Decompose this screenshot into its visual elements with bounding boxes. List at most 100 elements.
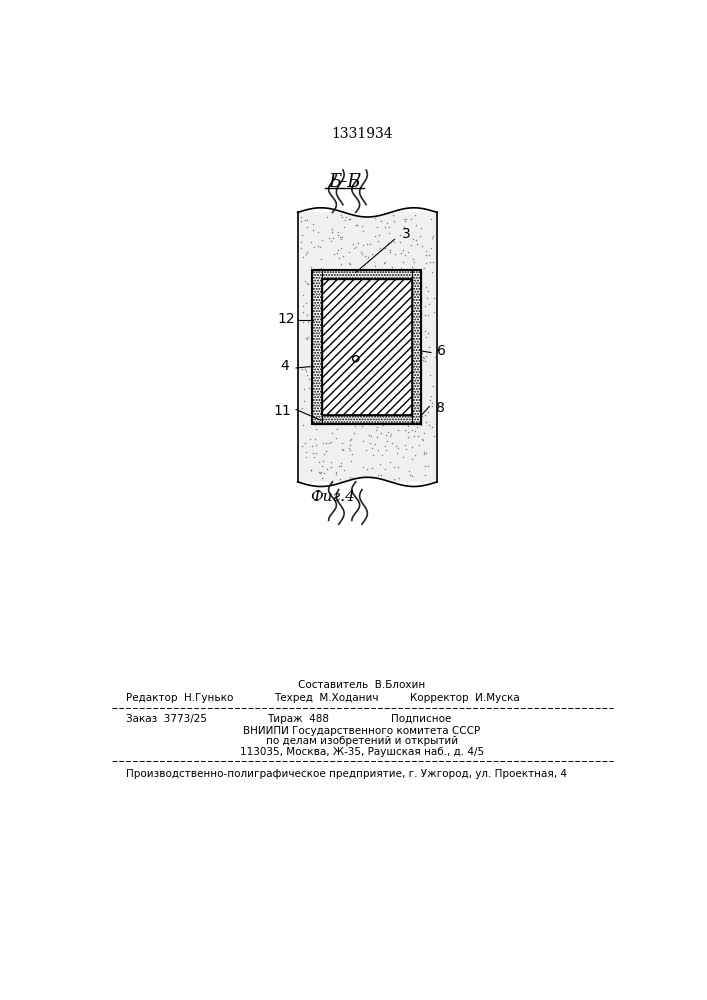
Point: [395, 355, 406, 371]
Point: [418, 350, 429, 366]
Point: [364, 435, 375, 451]
Point: [331, 464, 342, 480]
Point: [327, 425, 338, 441]
Point: [337, 435, 348, 451]
Point: [409, 261, 420, 277]
Point: [370, 422, 382, 438]
Point: [410, 296, 421, 312]
Point: [342, 342, 354, 358]
Point: [335, 231, 346, 247]
Point: [399, 348, 411, 364]
Point: [351, 217, 362, 233]
Point: [417, 349, 428, 365]
Point: [310, 421, 321, 437]
Point: [313, 394, 325, 410]
Point: [368, 363, 380, 379]
Point: [325, 459, 337, 475]
Point: [369, 228, 380, 244]
Point: [406, 302, 417, 318]
Point: [325, 277, 337, 293]
Point: [310, 437, 322, 453]
Point: [370, 351, 382, 367]
Point: [308, 404, 320, 420]
Point: [358, 337, 370, 353]
Point: [402, 334, 414, 350]
Point: [391, 323, 402, 339]
Point: [421, 348, 432, 364]
Point: [361, 442, 372, 458]
Point: [310, 299, 322, 315]
Point: [413, 368, 424, 384]
Point: [409, 318, 421, 334]
Point: [336, 240, 347, 256]
Point: [340, 416, 351, 432]
Point: [426, 230, 438, 246]
Point: [303, 380, 314, 396]
Point: [428, 378, 439, 394]
Point: [371, 429, 382, 445]
Point: [363, 366, 374, 382]
Point: [421, 255, 432, 271]
Point: [369, 282, 380, 298]
Point: [403, 463, 414, 479]
Point: [343, 275, 354, 291]
Point: [354, 395, 366, 411]
Point: [334, 458, 345, 474]
Point: [363, 427, 375, 443]
Point: [353, 299, 364, 315]
Point: [344, 440, 355, 456]
Point: [337, 441, 348, 457]
Point: [350, 291, 361, 307]
Point: [419, 298, 431, 314]
Point: [402, 407, 413, 423]
Point: [400, 352, 411, 368]
Point: [391, 445, 402, 461]
Text: 12: 12: [277, 312, 295, 326]
Point: [302, 275, 313, 291]
Point: [356, 208, 368, 224]
Point: [315, 239, 326, 255]
Point: [388, 471, 399, 487]
Point: [341, 370, 352, 386]
Point: [315, 295, 327, 311]
Point: [412, 428, 423, 444]
Point: [382, 433, 393, 449]
Point: [426, 264, 437, 280]
Point: [380, 286, 392, 302]
Point: [423, 247, 435, 263]
Point: [353, 235, 364, 251]
Point: [399, 213, 411, 229]
Point: [426, 419, 438, 435]
Point: [317, 470, 328, 486]
Point: [310, 337, 322, 353]
Text: 4: 4: [280, 359, 289, 373]
Point: [340, 209, 351, 225]
Point: [399, 247, 410, 263]
Point: [349, 407, 361, 423]
Point: [425, 367, 436, 383]
Point: [399, 275, 411, 291]
Point: [296, 234, 307, 250]
Point: [308, 449, 320, 465]
Point: [385, 242, 396, 258]
Point: [347, 236, 358, 252]
Point: [296, 213, 307, 229]
Point: [407, 368, 419, 384]
Point: [417, 408, 428, 424]
Point: [311, 381, 322, 397]
Point: [315, 324, 327, 340]
Point: [373, 336, 385, 352]
Point: [330, 342, 341, 358]
Point: [406, 237, 417, 253]
Point: [356, 244, 367, 260]
Point: [349, 240, 360, 256]
Point: [389, 386, 400, 402]
Point: [402, 261, 413, 277]
Point: [415, 228, 426, 244]
Point: [380, 461, 391, 477]
Point: [380, 381, 391, 397]
Point: [387, 415, 398, 431]
Point: [418, 425, 429, 441]
Point: [310, 359, 322, 375]
Point: [334, 391, 346, 407]
